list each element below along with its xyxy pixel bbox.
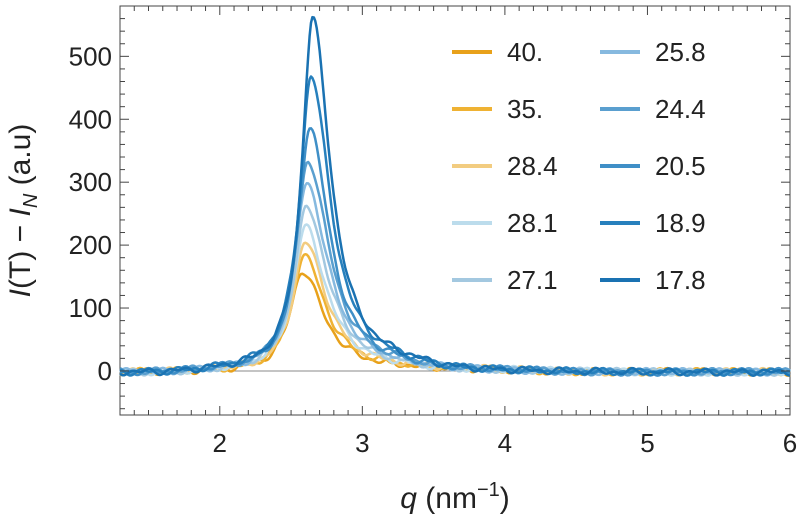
x-tick-label: 2	[213, 428, 227, 458]
x-axis-ticks: 2 3 4 5 6	[133, 6, 797, 458]
y-tick-label: 500	[69, 41, 112, 71]
legend: 40. 35. 28.4 28.1 27.1 25.8 24.4 20.5 18.9 17.8	[452, 37, 706, 295]
series-line	[119, 75, 791, 377]
y-tick-label: 0	[98, 356, 112, 386]
series-layer	[119, 15, 791, 377]
legend-label: 40.	[507, 37, 543, 67]
x-tick-label: 6	[783, 428, 797, 458]
legend-label: 18.9	[655, 208, 706, 238]
legend-label: 28.4	[507, 151, 558, 181]
x-tick-label: 5	[640, 428, 654, 458]
y-tick-label: 400	[69, 104, 112, 134]
plot-frame	[119, 5, 791, 416]
x-axis-title: q (nm−1)	[400, 479, 510, 515]
y-tick-label: 200	[69, 230, 112, 260]
legend-label: 25.8	[655, 37, 706, 67]
legend-label: 27.1	[507, 265, 558, 295]
series-line	[119, 15, 791, 377]
legend-label: 17.8	[655, 265, 706, 295]
series-line	[119, 241, 791, 377]
y-tick-label: 100	[69, 293, 112, 323]
x-tick-label: 3	[355, 428, 369, 458]
legend-label: 24.4	[655, 94, 706, 124]
legend-label: 20.5	[655, 151, 706, 181]
legend-label: 35.	[507, 94, 543, 124]
y-axis-title: I(T) − IN (a.u)	[4, 124, 42, 298]
x-tick-label: 4	[498, 428, 512, 458]
legend-label: 28.1	[507, 208, 558, 238]
series-line	[119, 223, 791, 377]
y-tick-label: 300	[69, 167, 112, 197]
y-axis-ticks: 0 100 200 300 400 500	[69, 18, 790, 410]
